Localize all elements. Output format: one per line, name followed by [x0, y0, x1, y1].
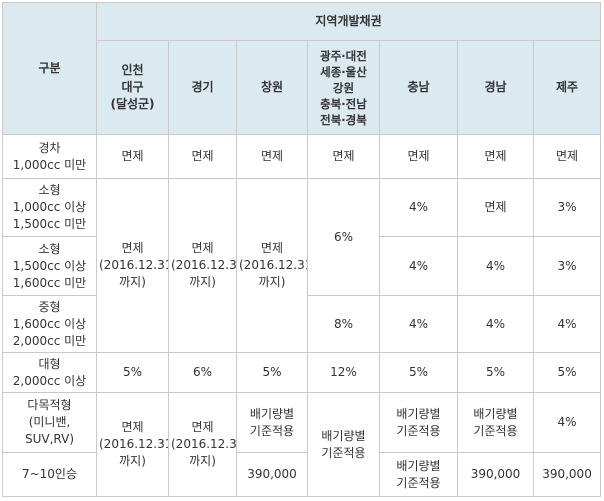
cell-amount: 390,000	[236, 452, 308, 497]
cell-exempt: 면제	[532, 134, 602, 179]
cell-amount: 390,000	[457, 452, 534, 497]
cell-rate: 4%	[532, 295, 602, 353]
header-region-chungnam: 충남	[379, 40, 458, 135]
cell-rate: 12%	[307, 352, 380, 393]
cell-by-displacement: 배기량별 기준적용	[379, 452, 458, 497]
table-row: 중형 1,600cc 이상 2,000cc 미만 8% 4% 4% 4%	[2, 295, 602, 353]
header-row: 구분 지역개발채권	[2, 2, 602, 135]
cell-exempt: 면제	[379, 134, 458, 179]
header-region-row: 인천 대구 (달성군) 경기 창원 광주·대전 세종·울산 강원 충북·전남 전북·경북 충…	[3, 40, 602, 135]
row-label-small-1: 소형 1,000cc 이상 1,500cc 미만	[2, 178, 97, 237]
cell-rate: 5%	[532, 352, 602, 393]
row-label-small-2: 소형 1,500cc 이상 1,600cc 미만	[2, 236, 97, 296]
cell-rate: 4%	[457, 236, 534, 296]
cell-amount: 390,000	[532, 452, 602, 497]
cell-rate: 4%	[532, 392, 602, 453]
cell-exempt: 면제	[168, 134, 237, 179]
row-label-large: 대형 2,000cc 이상	[2, 352, 97, 393]
cell-rate: 8%	[307, 295, 380, 353]
cell-rate: 3%	[532, 236, 602, 296]
header-region-gyeonggi: 경기	[168, 40, 237, 135]
header-regional-bond: 지역개발채권	[95, 2, 602, 41]
cell-exempt: 면제	[236, 134, 308, 179]
table-row: 대형 2,000cc 이상 5% 6% 5% 12% 5% 5% 5%	[2, 352, 602, 393]
cell-rate: 4%	[379, 178, 458, 237]
header-region-incheon-daegu: 인천 대구 (달성군)	[96, 40, 169, 135]
header-category: 구분	[2, 2, 97, 135]
table-row: 소형 1,500cc 이상 1,600cc 미만 4% 4% 3%	[2, 236, 602, 296]
cell-rate: 5%	[96, 352, 169, 393]
row-label-compact: 경차 1,000cc 미만	[2, 134, 97, 179]
cell-by-displacement: 배기량별 기준적용	[307, 392, 380, 497]
cell-rate: 3%	[532, 178, 602, 237]
cell-rate: 5%	[457, 352, 534, 393]
cell-rate: 6%	[168, 352, 237, 393]
header-region-jeju: 제주	[532, 40, 602, 135]
cell-rate: 5%	[236, 352, 308, 393]
cell-exempt: 면제	[457, 178, 534, 237]
row-label-van: 7~10인승	[2, 452, 97, 497]
table-row: 다목적형 (미니밴, SUV,RV) 면제 (2016.12.31 까지) 면제 (201…	[2, 392, 602, 497]
cell-by-displacement: 배기량별 기준적용	[379, 392, 458, 453]
cell-rate: 4%	[379, 295, 458, 353]
header-region-gyeongnam: 경남	[457, 40, 534, 135]
table-row: 7~10인승 390,000 배기량별 기준적용 390,000 390,000	[2, 452, 602, 497]
cell-rate: 4%	[379, 236, 458, 296]
header-region-changwon: 창원	[236, 40, 308, 135]
cell-by-displacement: 배기량별 기준적용	[236, 392, 308, 453]
cell-exempt: 면제	[96, 134, 169, 179]
cell-rate: 5%	[379, 352, 458, 393]
cell-exempt: 면제	[457, 134, 534, 179]
cell-rate: 4%	[457, 295, 534, 353]
row-label-mid: 중형 1,600cc 이상 2,000cc 미만	[2, 295, 97, 353]
cell-by-displacement: 배기량별 기준적용	[457, 392, 534, 453]
header-region-gwangju-group: 광주·대전 세종·울산 강원 충북·전남 전북·경북	[307, 40, 380, 135]
table-row: 경차 1,000cc 미만 면제 면제 면제 면제 면제 면제 면제	[2, 134, 602, 179]
cell-exempt: 면제	[307, 134, 380, 179]
table-row: 소형 1,000cc 이상 1,500cc 미만 면제 (2016.12.31 까지) …	[2, 178, 602, 353]
cell-rate: 6%	[307, 178, 380, 296]
row-label-multipurpose: 다목적형 (미니밴, SUV,RV)	[2, 392, 97, 453]
